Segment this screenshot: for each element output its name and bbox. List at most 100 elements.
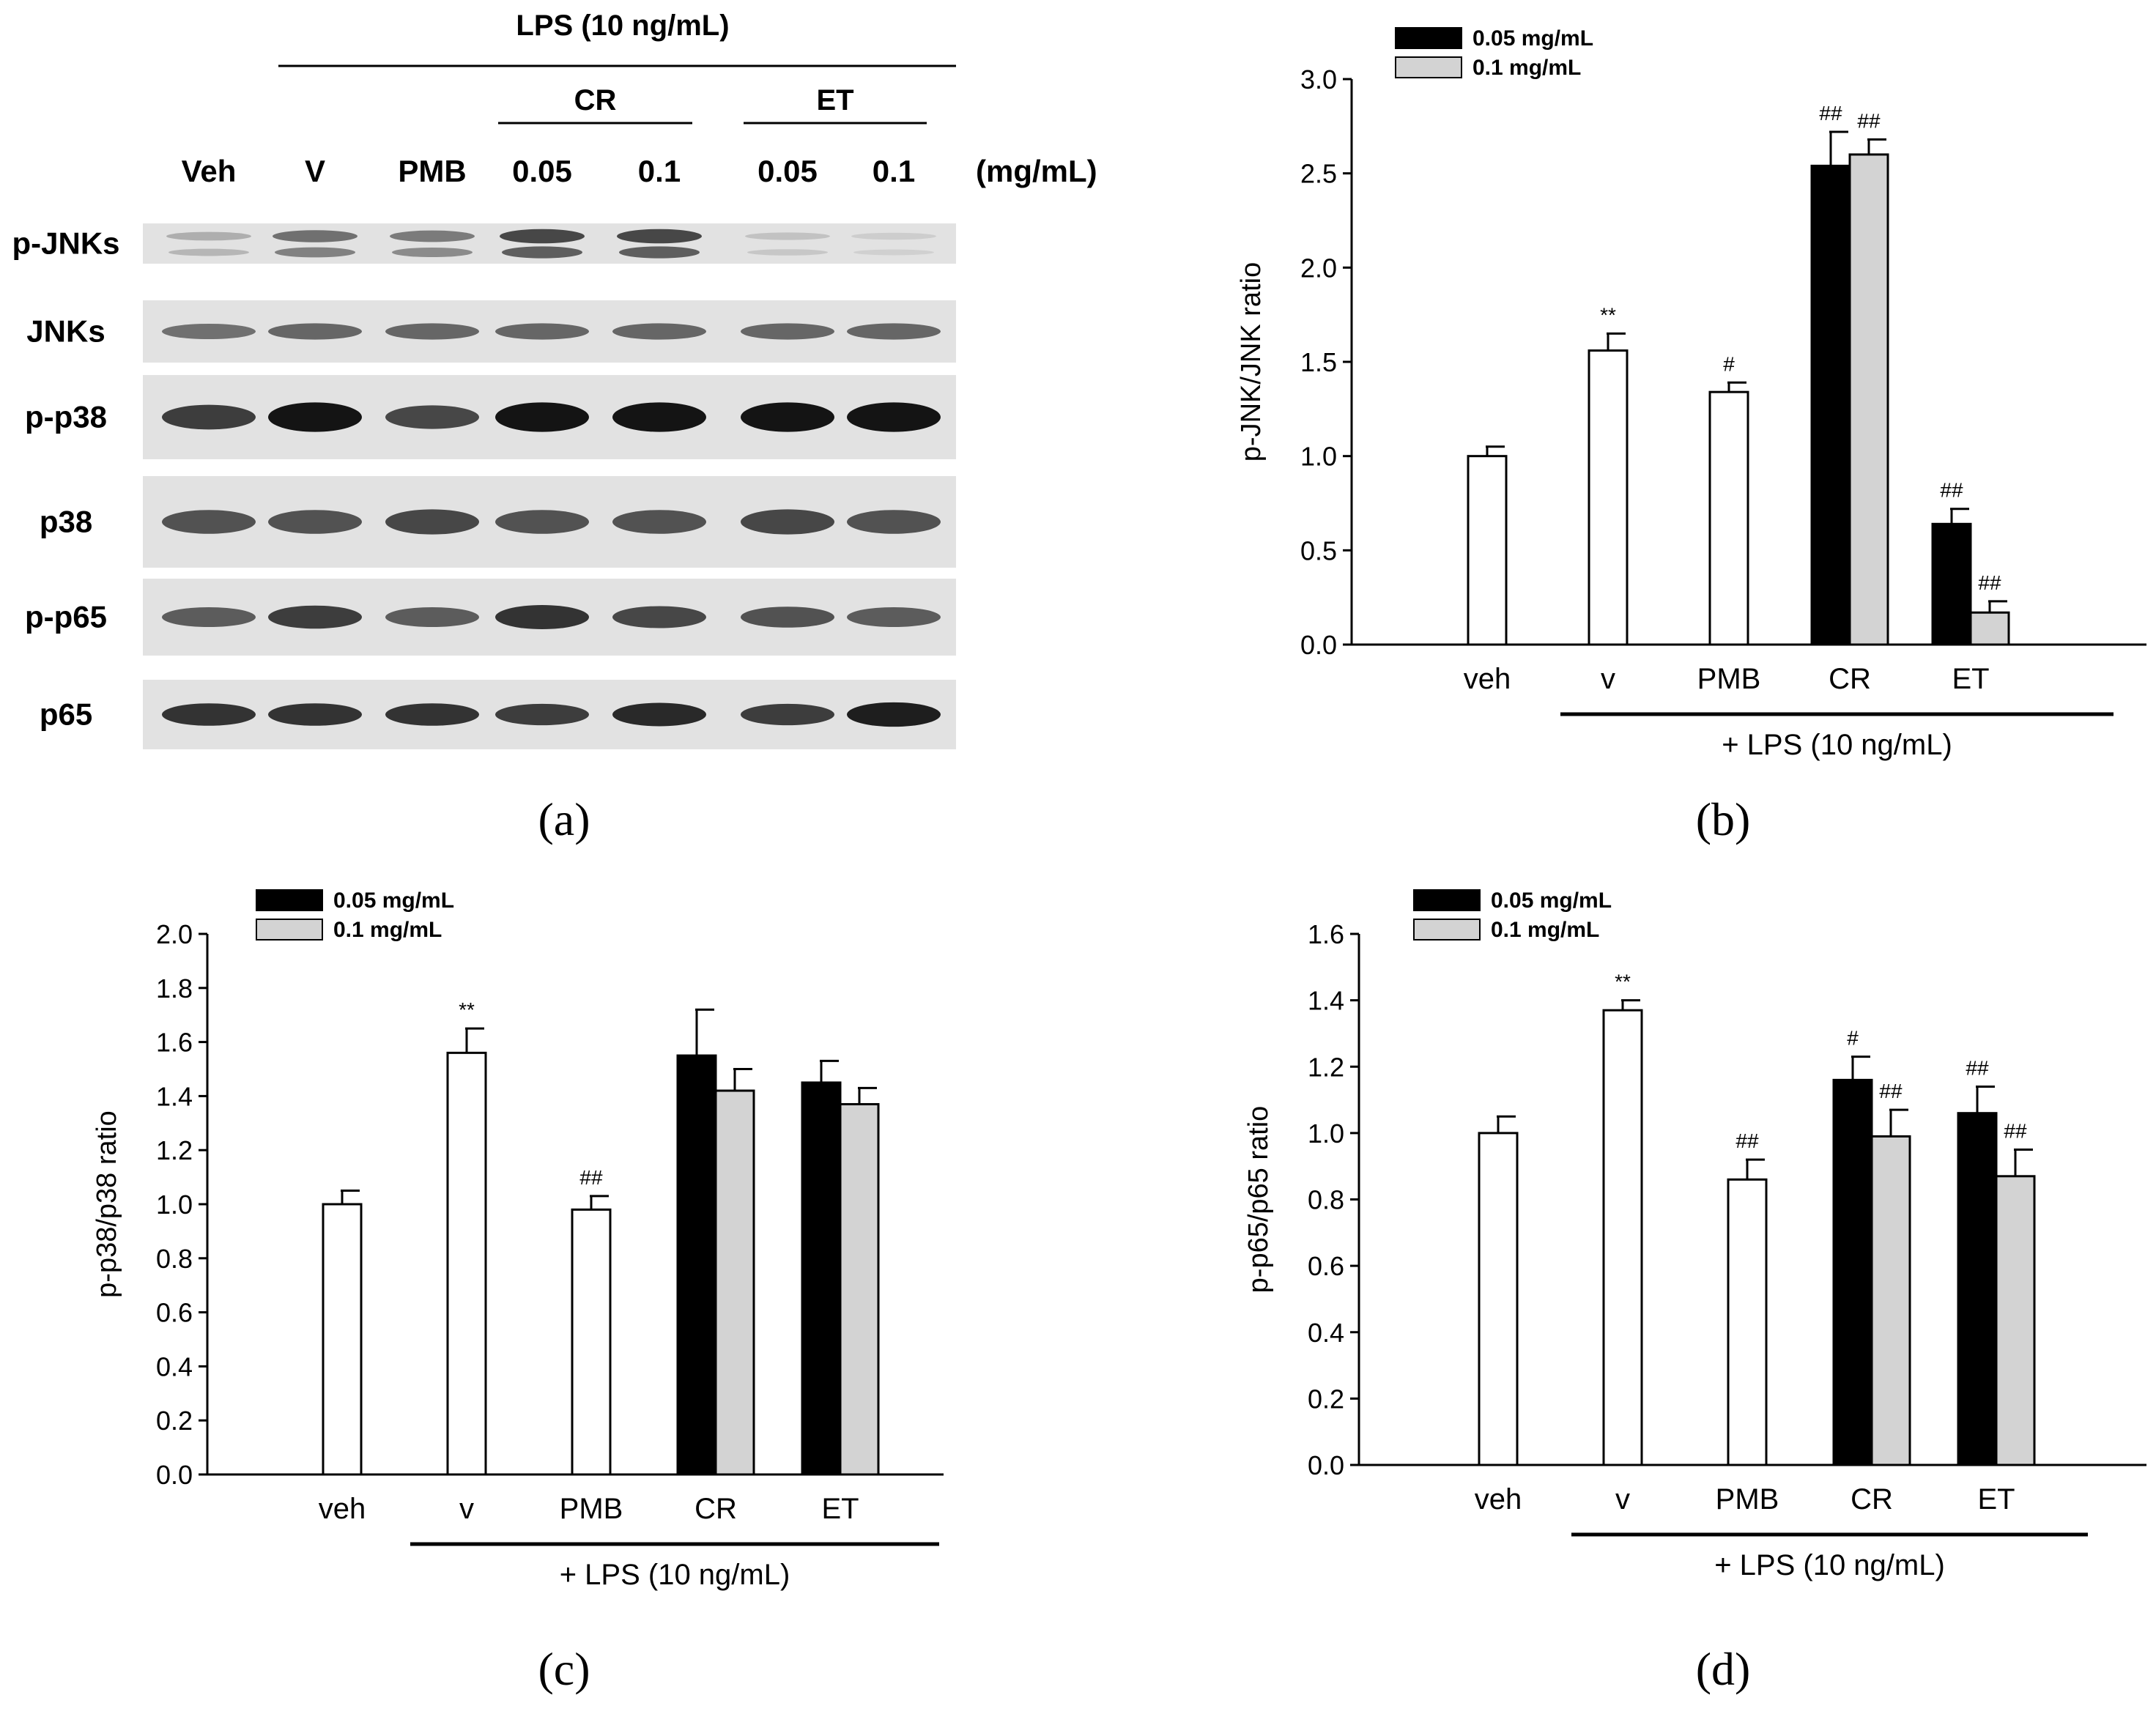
band-label-jnks: JNKs [26,314,105,349]
bar-pmb [571,1208,612,1476]
bar-et-005 [1931,522,1972,646]
blot-band [853,249,934,256]
blot-band [268,402,362,432]
blot-group-label-cr: CR [574,84,617,116]
y-tick-label: 1.8 [156,973,193,1003]
legend-label: 0.1 mg/mL [333,918,442,942]
legend-swatch [256,919,323,941]
y-axis-label: p-p38/p38 ratio [92,1110,122,1298]
significance-mark: ## [1978,571,2001,594]
blot-band [617,229,702,244]
blot-band [273,230,358,242]
blot-header: LPS (10 ng/mL) [516,10,729,42]
blot-band [847,702,941,727]
significance-mark: ** [459,998,475,1021]
y-tick-label: 1.2 [156,1135,193,1165]
bar-et-01 [839,1102,880,1476]
y-tick-label: 0.5 [1300,535,1337,565]
blot-band [268,605,362,629]
bar-pmb [1708,390,1749,646]
band-label-p-p65: p-p65 [25,600,107,634]
bar-veh [1467,455,1508,646]
panel-label: (c) [538,1643,590,1695]
y-axis-label: p-JNK/JNK ratio [1236,262,1267,461]
bar-cr-005 [1832,1078,1873,1466]
lps-bracket-label: + LPS (10 ng/mL) [560,1559,790,1591]
legend-label: 0.05 mg/mL [1472,26,1593,51]
blot-band [851,232,936,240]
legend-label: 0.1 mg/mL [1472,56,1581,80]
bar-v [1602,1009,1643,1466]
bar-et-005 [1957,1112,1998,1466]
bar-cr-01 [714,1089,755,1476]
x-tick-label: PMB [1716,1483,1779,1515]
blot-band [847,510,941,534]
x-tick-label: PMB [560,1493,623,1525]
blot-band [385,703,479,726]
chart-p-jnk-ratio: 0.00.51.01.52.02.53.0p-JNK/JNK ratio **##… [1236,26,2146,845]
bar-veh [322,1203,363,1476]
y-axis-label: p-p65/p65 ratio [1243,1106,1274,1294]
significance-mark: ## [1857,109,1881,132]
blot-band [385,405,479,429]
lane-label: PMB [398,154,466,188]
blot-band [619,246,700,259]
chart-p-p65-ratio: 0.0 0.2 0.4 0.6 0.8 1.0 1.2 1.4 1.6 p-p65/p65 rat… [1243,888,2146,1695]
blot-band [162,703,256,726]
chart-p-p38-ratio: 0.0 0.2 0.4 0.6 0.8 1.0 1.2 1.4 1.6 1.8 2.0 p-p38/p… [92,888,944,1695]
blot-band [495,703,589,726]
blot-band [495,323,589,340]
blot-band [268,323,362,340]
blot-band [162,510,256,534]
blot-band [502,246,582,259]
blot-band [747,249,828,256]
x-tick-label: v [1601,663,1615,695]
bar-v [1588,349,1629,646]
legend-label: 0.05 mg/mL [333,888,454,913]
bar-et-01 [1995,1175,2036,1466]
bar-cr-01 [1848,153,1889,646]
blot-band [745,232,830,240]
y-tick-label: 0.8 [1308,1185,1344,1215]
blot-band [495,402,589,432]
blot-band [268,510,362,534]
bar-pmb [1727,1178,1768,1466]
legend-swatch [1413,919,1481,941]
y-tick-label: 2.5 [1300,159,1337,189]
x-tick-label: veh [1464,663,1511,695]
band-label-p65: p65 [40,697,92,732]
y-tick-label: 2.0 [1300,253,1337,283]
band-label-p-p38: p-p38 [25,400,107,434]
blot-group-label-et: ET [816,84,853,116]
western-blot-panel: LPS (10 ng/mL) CR ET Veh V PMB 0.05 0.1 0.05 0.1 (… [12,10,1097,845]
bar-cr-01 [1870,1135,1911,1466]
significance-mark: ## [1966,1056,1989,1079]
y-tick-label: 0.0 [156,1460,193,1490]
significance-mark: ## [1735,1129,1759,1152]
blot-band [385,323,479,340]
bar-et-01 [1969,611,2010,646]
bar-cr-005 [1810,164,1851,646]
lane-label: 0.1 [873,154,915,188]
significance-mark: # [1847,1027,1859,1050]
y-tick-label: 0.6 [156,1298,193,1328]
blot-band [385,509,479,535]
y-tick-label: 0.0 [1308,1450,1344,1480]
y-tick-label: 1.4 [156,1081,193,1111]
blot-band [741,323,834,340]
legend-swatch [1395,56,1462,78]
legend-label: 0.05 mg/mL [1491,888,1612,913]
y-tick-label: 1.0 [156,1190,193,1220]
y-tick-label: 1.0 [1308,1118,1344,1149]
x-tick-label: PMB [1697,663,1761,695]
blot-band [275,247,355,258]
legend-swatch [1395,27,1462,49]
lane-label: 0.1 [638,154,681,188]
y-tick-label: 1.0 [1300,442,1337,472]
lps-bracket-label: + LPS (10 ng/mL) [1714,1549,1945,1581]
x-tick-label: v [459,1493,474,1525]
lps-bracket-label: + LPS (10 ng/mL) [1722,729,1952,761]
y-tick-label: 0.2 [1308,1384,1344,1414]
blot-band [392,247,473,258]
blot-band [612,402,706,432]
